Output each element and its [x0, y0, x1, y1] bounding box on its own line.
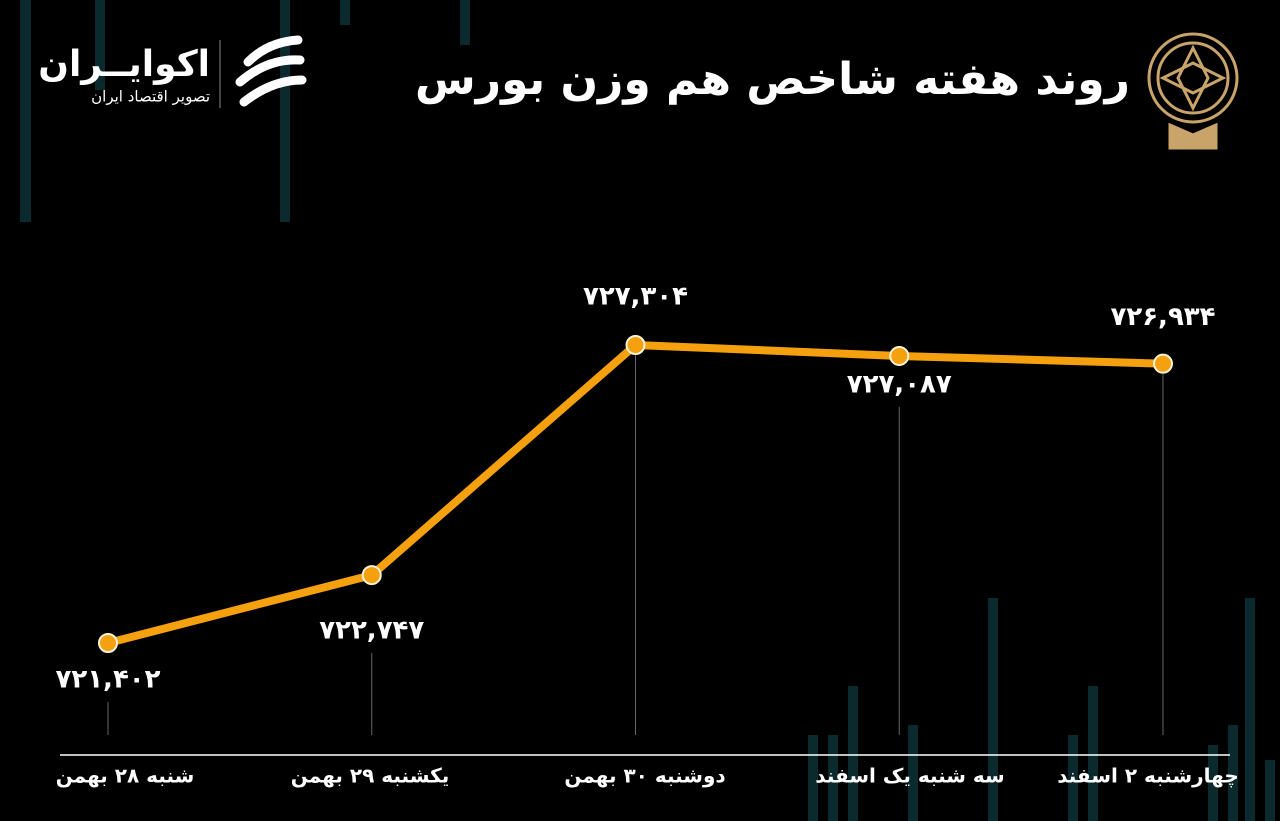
brand-name: اکوایــران — [38, 44, 210, 85]
x-tick-label: یکشنبه ۲۹ بهمن — [291, 764, 449, 788]
value-label: ۷۲۱,۴۰۲ — [55, 665, 160, 695]
point — [361, 565, 382, 586]
x-tick-label: چهارشنبه ۲ اسفند — [1057, 764, 1239, 789]
value-label: ۷۲۲,۷۴۷ — [319, 616, 424, 646]
x-tick-label: شنبه ۲۸ بهمن — [56, 764, 195, 788]
point — [1153, 353, 1173, 374]
brand-tagline: تصویر اقتصاد ایران — [91, 88, 210, 106]
value-label: ۷۲۷,۳۰۴ — [583, 282, 688, 312]
point — [889, 345, 910, 366]
decor-bars — [20, 0, 1275, 821]
emblem — [1147, 32, 1239, 150]
point — [98, 633, 118, 653]
point — [625, 335, 646, 355]
chart-title: روند هفته شاخص هم وزن بورس — [415, 54, 1130, 105]
x-tick-label: سه شنبه یک اسفند — [815, 764, 1004, 788]
x-tick-label: دوشنبه ۳۰ بهمن — [564, 764, 725, 788]
value-label: ۷۲۶,۹۳۴ — [1110, 302, 1215, 332]
value-label: ۷۲۷,۰۸۷ — [847, 369, 952, 399]
brand-mark — [235, 35, 307, 107]
